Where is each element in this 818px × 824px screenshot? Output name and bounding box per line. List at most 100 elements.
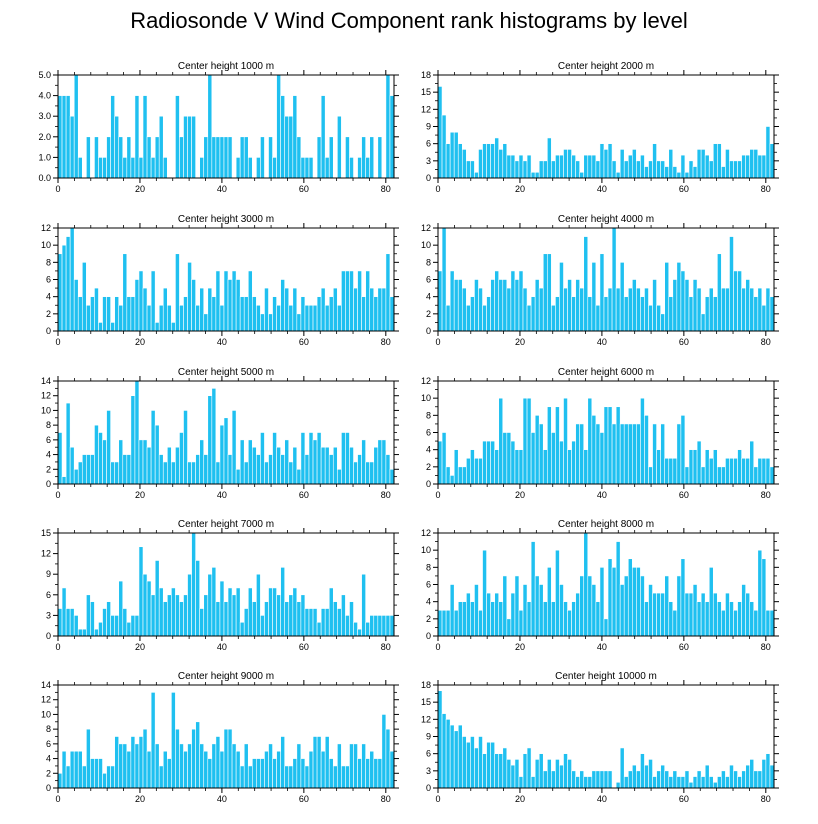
bar [260,615,265,637]
y-tick-label: 2 [426,614,431,624]
bar [668,601,674,637]
bar [712,143,718,179]
bar [130,296,136,332]
bar [745,764,751,789]
bar [761,759,767,789]
bar [308,432,314,485]
bar [684,279,690,332]
bar [158,587,164,637]
bar [328,296,334,332]
y-tick-label: 1.0 [38,152,51,162]
bar [502,575,508,637]
bar [77,628,83,637]
x-tick-label: 20 [515,642,525,652]
bar [636,423,641,485]
bar [191,728,196,789]
bar [494,137,500,179]
bar [280,279,285,332]
bar [712,781,718,789]
bar [526,601,532,637]
bar [757,287,763,332]
bar [656,160,661,179]
y-tick-label: 12 [41,223,51,233]
bar [77,157,83,179]
bar [300,594,306,637]
x-tick-label: 0 [435,490,440,500]
bar [583,776,589,789]
bar [551,160,556,179]
bar [146,304,152,332]
bar [179,304,184,332]
bar [65,402,71,485]
panel-title: Center height 1000 m [178,61,274,72]
bar [551,304,556,332]
bar [437,609,443,637]
bar [114,461,120,485]
bar [154,136,160,179]
bar [700,776,706,789]
bar [623,423,629,485]
bar [300,432,306,485]
bar [110,615,115,637]
bar [672,609,678,637]
bar [437,690,443,789]
y-tick-label: 12 [41,549,51,559]
bar [644,287,649,332]
bar [449,270,455,332]
bar [98,621,103,637]
bar [749,759,755,789]
bar [77,750,83,789]
bar [482,753,487,789]
bar [106,765,111,789]
y-tick-label: 4 [46,292,51,302]
bar [660,592,666,637]
bar [150,157,156,179]
bar [688,781,694,789]
bar [530,432,536,485]
bar [615,781,621,789]
y-tick-label: 2 [46,309,51,319]
x-tick-label: 60 [679,490,689,500]
bar [453,609,459,637]
y-tick-label: 3 [426,766,431,776]
y-tick-label: 14 [41,680,51,690]
y-tick-label: 0 [426,326,431,336]
bar [324,157,330,179]
bar [595,304,601,332]
bar [65,95,71,179]
panel-title: Center height 4000 m [558,214,654,225]
bar [65,236,71,332]
bar [369,750,375,789]
bar [461,736,467,789]
bar [150,692,156,789]
bar [619,584,625,637]
bar [296,136,302,179]
bar [680,154,686,179]
bar [288,461,294,485]
x-tick-label: 40 [217,642,227,652]
x-tick-label: 80 [381,490,391,500]
bar [542,770,548,789]
bar [187,262,192,332]
bar [264,287,269,332]
bar [692,584,698,637]
bar [607,287,613,332]
y-tick-label: 6 [46,435,51,445]
x-tick-label: 60 [679,184,689,194]
bar [256,454,261,485]
y-tick-label: 3 [46,610,51,620]
bar [316,621,322,637]
bar [114,296,120,332]
bar [337,743,342,789]
bar [353,287,358,332]
bar [729,236,734,332]
bar [126,454,132,485]
bar [538,423,544,485]
bar [692,776,698,789]
bar [102,608,107,637]
figure-title: Radiosonde V Wind Component rank histogr… [130,8,688,33]
bar [69,608,75,637]
bar [615,171,621,179]
bar [619,747,625,789]
y-tick-label: 0 [426,783,431,793]
